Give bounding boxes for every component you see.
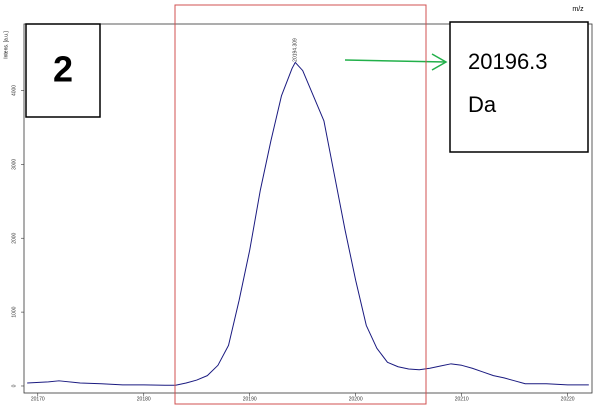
x-tick-label: 20170 — [31, 396, 45, 402]
panel-box — [25, 23, 101, 118]
x-tick-label: 20200 — [349, 396, 363, 402]
y-tick-label: 4000 — [11, 85, 17, 96]
peak-label: 20194.309 — [293, 38, 299, 62]
plot-frame — [23, 23, 593, 394]
y-axis-title: Intens. [a.u.] — [3, 31, 9, 59]
highlight-box — [174, 4, 427, 405]
annotation-text: Da — [468, 92, 497, 117]
annotation-text: 20196.3 — [468, 49, 548, 74]
x-tick-label: 20190 — [243, 396, 257, 402]
spectrum-line — [27, 61, 589, 386]
arrow — [344, 59, 447, 63]
y-tick-label: 3000 — [11, 159, 17, 170]
panel-label: 2 — [53, 49, 73, 90]
y-tick-label: 0 — [11, 384, 17, 387]
y-tick-label: 1000 — [11, 306, 17, 317]
x-tick-label: 20220 — [561, 396, 575, 402]
annotation-box — [449, 21, 589, 153]
x-axis-title: m/z — [572, 6, 584, 13]
arrow-head — [431, 53, 448, 71]
x-tick-label: 20210 — [455, 396, 469, 402]
y-tick-label: 2000 — [11, 232, 17, 243]
x-tick-label: 20180 — [137, 396, 151, 402]
